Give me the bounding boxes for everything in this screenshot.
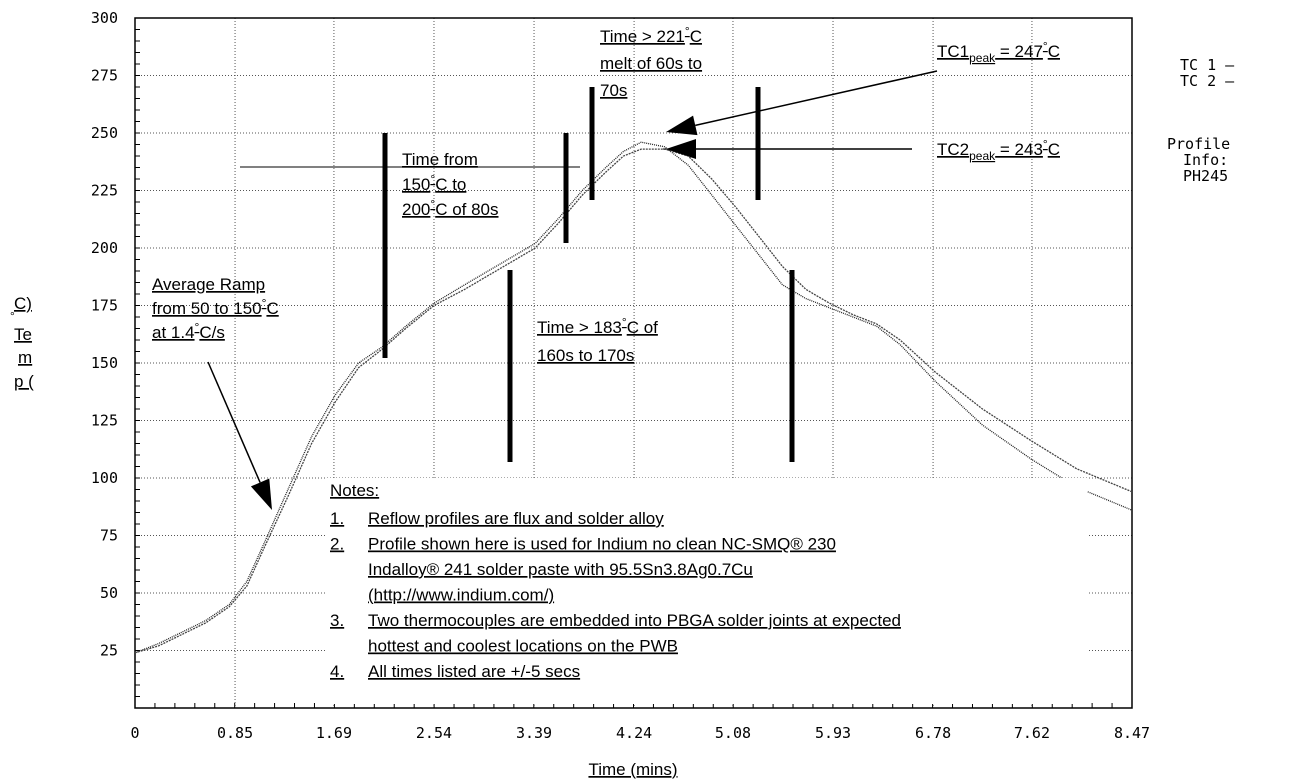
y-tick-label: 125: [91, 412, 118, 430]
note-number: 1.: [330, 509, 344, 528]
note-text: Reflow profiles are flux and solder allo…: [368, 509, 664, 528]
series-line-tc2: [134, 148, 1133, 654]
y-tick-label: 250: [91, 124, 118, 142]
time-150-200-annotation: 200°C of 80s: [402, 197, 499, 219]
ramp-arrow: [207, 361, 272, 510]
note-text: hottest and coolest locations on the PWB: [368, 637, 678, 656]
plot-frame: [134, 17, 1133, 709]
y-tick-label: 75: [100, 527, 118, 545]
svg-text:C): C): [14, 294, 32, 313]
tc1-peak-label: TC1peak = 247°C: [937, 39, 1060, 65]
note-text: Profile shown here is used for Indium no…: [368, 535, 836, 554]
y-axis-label: C)° Te m p (: [10, 294, 34, 391]
ramp-annotation: at 1.4°C/s: [152, 320, 225, 342]
note-number: 3.: [330, 611, 344, 630]
note-text: All times listed are +/-5 secs: [368, 662, 580, 681]
note-text: (http://www.indium.com/): [368, 586, 554, 605]
x-tick-label: 0: [130, 724, 139, 742]
legend-tc2: TC 2 —: [1180, 72, 1235, 90]
x-tick-label: 5.93: [815, 724, 851, 742]
series-layer: [134, 141, 1133, 654]
time-183-annotation: 160s to 170s: [537, 346, 634, 365]
svg-text:°: °: [10, 309, 15, 323]
note-number: 2.: [330, 535, 344, 554]
profile-info-line: Profile: [1167, 135, 1230, 153]
notes-title: Notes:: [330, 481, 379, 500]
time-221-annotation: 70s: [600, 81, 627, 100]
note-text: Indalloy® 241 solder paste with 95.5Sn3.…: [368, 560, 753, 579]
x-axis-label: Time (mins): [588, 760, 677, 779]
y-tick-label: 25: [100, 642, 118, 660]
tc1-peak-arrow: [666, 70, 938, 136]
x-axis-ticks: 0 0.85 1.69 2.54 3.39 4.24 5.08 5.93 6.78 7.62 8.4…: [130, 724, 1150, 742]
tc2-peak-label: TC2peak = 243°C: [937, 137, 1060, 163]
time-183-annotation: Time > 183°C of: [537, 315, 658, 337]
ramp-annotation: Average Ramp: [152, 275, 265, 294]
x-tick-label: 4.24: [616, 724, 652, 742]
note-number: 4.: [330, 662, 344, 681]
plot-border: [134, 17, 1133, 709]
ramp-annotation: from 50 to 150°C: [152, 296, 279, 318]
notes-background: [327, 478, 1087, 704]
annotation-arrows: [207, 70, 938, 510]
svg-text:m: m: [18, 348, 32, 367]
y-tick-label: 300: [91, 9, 118, 27]
y-tick-label: 100: [91, 469, 118, 487]
y-tick-label: 225: [91, 182, 118, 200]
x-tick-label: 2.54: [416, 724, 452, 742]
time-221-annotation: melt of 60s to: [600, 54, 702, 73]
text-layer: Average Ramp from 50 to 150°Cat 1.4°C/s Ti…: [10, 24, 1235, 779]
svg-text:p (: p (: [14, 372, 34, 391]
x-tick-label: 5.08: [715, 724, 751, 742]
legend-tc1: TC 1 —: [1180, 56, 1235, 74]
x-tick-label: 1.69: [316, 724, 352, 742]
profile-info-line: Info:: [1183, 151, 1228, 169]
x-tick-label: 3.39: [516, 724, 552, 742]
y-tick-label: 275: [91, 67, 118, 85]
x-tick-label: 0.85: [217, 724, 253, 742]
y-tick-label: 175: [91, 297, 118, 315]
time-221-annotation: Time > 221°C: [600, 24, 702, 46]
time-150-200-annotation: 150°C to: [402, 172, 466, 194]
note-text: Two thermocouples are embedded into PBGA…: [368, 611, 901, 630]
y-tick-label: 50: [100, 584, 118, 602]
x-tick-label: 8.47: [1114, 724, 1150, 742]
tc2-peak-arrow: [666, 139, 912, 159]
y-tick-label: 200: [91, 239, 118, 257]
svg-text:Te: Te: [14, 325, 32, 344]
series-line-tc1: [134, 141, 1133, 654]
profile-info-line: PH245: [1183, 167, 1228, 185]
x-tick-label: 6.78: [915, 724, 951, 742]
y-tick-label: 150: [91, 354, 118, 372]
time-150-200-annotation: Time from: [402, 150, 478, 169]
marker-bars: [240, 87, 912, 462]
y-axis-ticks: 25 50 75 100 125 150 175 200 225 250 275 300: [91, 9, 118, 660]
x-tick-label: 7.62: [1014, 724, 1050, 742]
